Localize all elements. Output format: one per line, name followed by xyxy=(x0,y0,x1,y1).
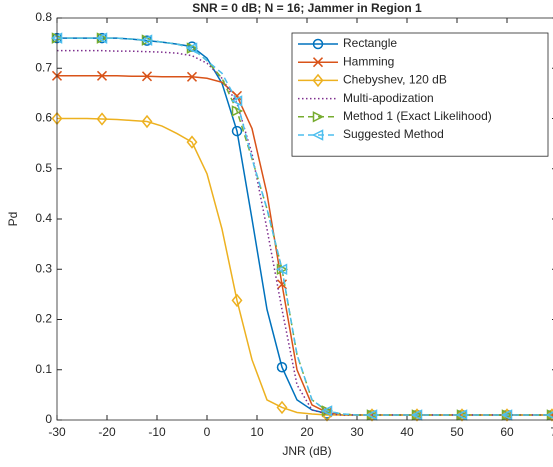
marker xyxy=(366,408,378,422)
x-tick-label: 0 xyxy=(204,425,211,439)
y-tick-label: 0.3 xyxy=(35,261,52,275)
marker xyxy=(276,400,288,415)
marker xyxy=(312,73,324,88)
series-line xyxy=(57,49,552,416)
x-tick-label: 20 xyxy=(300,425,314,439)
marker xyxy=(231,125,243,137)
marker xyxy=(186,71,198,82)
legend-label: Multi-apodization xyxy=(343,91,434,105)
marker xyxy=(96,112,108,126)
y-tick-label: 0.7 xyxy=(35,60,52,74)
marker xyxy=(455,409,468,421)
marker xyxy=(456,408,468,422)
y-tick-label: 0.1 xyxy=(35,362,52,376)
y-tick-label: 0.5 xyxy=(35,161,52,175)
marker xyxy=(231,105,244,117)
x-tick-label: 50 xyxy=(450,425,464,439)
x-axis-label: JNR (dB) xyxy=(282,444,331,458)
y-tick-label: 0.2 xyxy=(35,312,52,326)
marker xyxy=(546,408,553,422)
marker xyxy=(312,111,325,123)
legend-label: Method 1 (Exact Likelihood) xyxy=(343,109,492,123)
marker xyxy=(276,279,288,290)
legend-label: Hamming xyxy=(343,54,394,68)
marker xyxy=(95,32,108,44)
marker xyxy=(276,361,288,373)
marker xyxy=(365,409,378,421)
y-tick-label: 0 xyxy=(45,412,52,426)
marker xyxy=(185,42,198,54)
x-tick-label: -10 xyxy=(148,425,166,439)
marker xyxy=(230,95,243,107)
legend-label: Rectangle xyxy=(343,36,397,50)
marker xyxy=(501,408,513,422)
marker xyxy=(141,71,153,82)
marker xyxy=(231,293,243,308)
x-tick-label: -30 xyxy=(48,425,66,439)
marker xyxy=(96,70,108,81)
marker xyxy=(410,409,423,421)
axes-box xyxy=(56,17,553,421)
series-line xyxy=(57,37,552,416)
x-tick-label: 40 xyxy=(400,425,414,439)
marker xyxy=(141,114,153,129)
x-tick-label: -20 xyxy=(98,425,116,439)
marker xyxy=(500,409,513,421)
marker xyxy=(140,34,153,46)
marker xyxy=(320,405,333,417)
marker xyxy=(186,135,198,149)
y-tick-label: 0.6 xyxy=(35,111,52,125)
marker xyxy=(312,57,324,68)
x-tick-label: 60 xyxy=(500,425,514,439)
marker xyxy=(312,38,324,50)
marker xyxy=(275,263,288,275)
legend-label: Chebyshev, 120 dB xyxy=(343,73,447,87)
legend: Rectangle Hamming Chebyshev, 120 dB Multi-a… xyxy=(291,32,549,157)
legend-box xyxy=(291,32,549,157)
x-tick-label: 70 xyxy=(550,425,553,439)
marker xyxy=(411,408,423,422)
marker xyxy=(311,129,324,141)
x-tick-label: 10 xyxy=(250,425,264,439)
x-tick-label: 30 xyxy=(350,425,364,439)
y-tick-label: 0.8 xyxy=(35,10,52,24)
y-tick-label: 0.4 xyxy=(35,211,52,225)
legend-label: Suggested Method xyxy=(343,127,444,141)
marker xyxy=(545,411,553,419)
y-axis-label: Pd xyxy=(6,212,20,227)
chart-title: SNR = 0 dB; N = 16; Jammer in Region 1 xyxy=(192,1,422,15)
